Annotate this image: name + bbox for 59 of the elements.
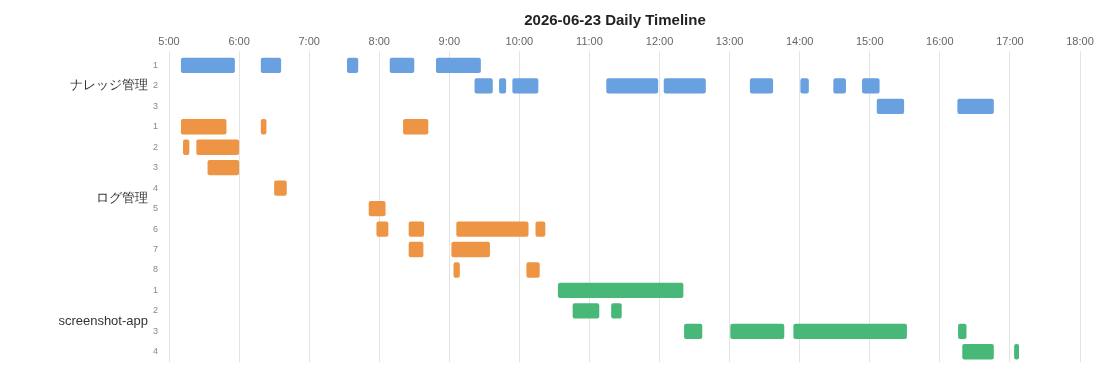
bar [730,323,785,339]
text: screenshot-app [58,312,148,328]
bar [793,323,907,339]
bar [389,57,415,74]
x-tick-label: 18:00 [1066,34,1094,47]
y-tick-label: 4 [152,182,159,193]
bar [962,344,994,360]
bar [408,241,424,258]
bar [376,221,389,237]
y-tick-label: 2 [152,141,159,152]
bar [958,323,967,339]
x-tick-label: 16:00 [926,34,954,47]
bar [451,241,490,258]
y-tick-label: 3 [152,162,159,173]
x-tick-label: 14:00 [785,34,814,47]
bar [663,78,706,94]
y-tick-label: 1 [152,121,159,132]
y-tick-label: 3 [152,100,159,111]
bar [408,221,425,237]
y-tick-label: 7 [152,243,159,254]
bar [274,180,287,196]
text: ログ管理 [96,189,148,205]
x-tick-label: 7:00 [298,34,320,47]
x-tick-label: 5:00 [158,34,180,47]
bar [196,139,240,155]
bar [684,323,703,339]
y-tick-label: 4 [152,346,159,357]
bar [436,57,481,74]
bar [862,78,880,94]
y-tick-label: 5 [152,203,159,214]
bar [800,78,809,94]
x-tick-label: 9:00 [438,34,461,47]
x-tick-label: 6:00 [228,34,250,47]
bar [368,200,386,217]
x-tick-label: 12:00 [645,34,674,47]
x-tick-label: 17:00 [996,34,1024,47]
x-tick-label: 11:00 [576,34,603,47]
y-tick-label: 6 [152,223,159,234]
y-tick-label: 2 [152,305,159,316]
x-tick-label: 8:00 [368,34,390,47]
x-tick-label: 10:00 [505,34,534,47]
text: ナレッジ管理 [70,77,148,93]
y-tick-label: 8 [152,264,159,275]
bar [572,303,600,319]
x-tick-label: 13:00 [715,34,744,47]
bar [180,119,227,135]
chart-title: 2026-06-23 Daily Timeline [524,11,706,29]
bar [557,282,684,299]
y-tick-label: 3 [152,325,159,336]
bar [833,78,846,94]
bar [606,78,659,94]
y-tick-label: 2 [152,80,159,91]
y-tick-label: 1 [152,59,159,70]
bar [526,262,540,278]
bar [611,303,622,319]
y-tick-label: 1 [152,284,159,295]
bar [749,78,774,94]
x-tick-label: 15:00 [856,34,884,47]
bar [207,160,240,176]
